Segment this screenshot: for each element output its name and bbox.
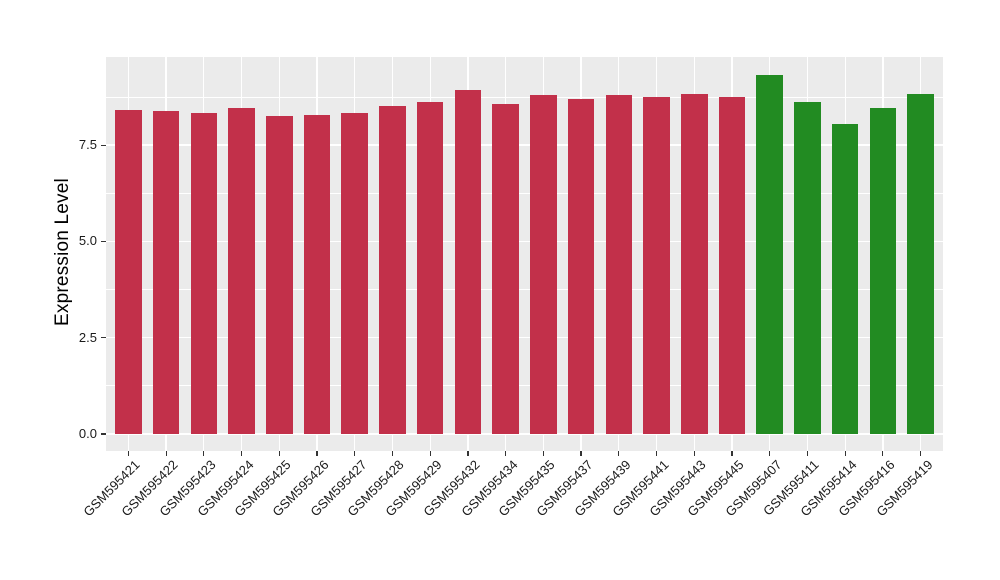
x-axis-tick (844, 451, 846, 456)
x-axis-tick (505, 451, 507, 456)
y-axis-tick (101, 144, 106, 146)
bar-GSM595421 (115, 110, 142, 434)
x-axis-tick (165, 451, 167, 456)
x-axis-tick (920, 451, 922, 456)
bar-GSM595411 (794, 101, 821, 434)
x-axis-tick (467, 451, 469, 456)
bar-GSM595416 (869, 107, 897, 434)
bar-GSM595422 (152, 111, 180, 434)
bar-GSM595427 (341, 112, 368, 434)
x-axis-tick (354, 451, 356, 456)
y-axis-tick (101, 240, 106, 242)
x-axis-tick (316, 451, 318, 456)
x-axis-tick (542, 451, 544, 456)
major-gridline (106, 337, 943, 339)
bar-GSM595443 (681, 93, 708, 434)
x-axis-tick (618, 451, 620, 456)
y-tick-label: 0.0 (78, 426, 97, 441)
x-axis-tick (240, 451, 243, 456)
x-axis-tick (278, 451, 280, 456)
minor-gridline (106, 289, 943, 290)
bar-GSM595434 (492, 104, 519, 434)
x-axis-tick (806, 451, 809, 456)
bar-GSM595428 (379, 105, 406, 434)
bar-GSM595407 (756, 74, 783, 434)
x-axis-tick (391, 451, 394, 456)
major-gridline (106, 433, 943, 435)
bar-GSM595441 (643, 96, 670, 434)
y-axis-tick (101, 433, 106, 435)
bar-GSM595426 (303, 114, 331, 434)
bar-GSM595419 (907, 94, 934, 434)
bar-GSM595432 (454, 90, 482, 434)
minor-gridline (106, 192, 943, 194)
x-axis-tick (580, 451, 582, 456)
major-gridline (106, 144, 943, 146)
bar-GSM595424 (228, 108, 255, 434)
bar-GSM595429 (416, 101, 444, 434)
bar-GSM595435 (530, 94, 557, 434)
x-axis-tick (429, 451, 431, 456)
bar-GSM595437 (567, 98, 595, 434)
bar-GSM595425 (266, 115, 293, 434)
y-axis-tick (101, 337, 106, 339)
x-axis-tick (127, 451, 129, 456)
bar-GSM595423 (190, 113, 218, 434)
bar-GSM595439 (605, 95, 633, 434)
x-axis-tick (693, 451, 695, 456)
major-gridline (106, 240, 943, 243)
y-tick-label: 2.5 (78, 329, 97, 345)
bar-GSM595445 (718, 96, 746, 434)
x-axis-tick (655, 451, 658, 456)
x-axis-tick (882, 451, 884, 456)
x-axis-tick (769, 451, 771, 456)
x-axis-tick (731, 451, 733, 456)
minor-gridline (106, 385, 943, 387)
minor-gridline (106, 96, 943, 98)
y-tick-label: 5.0 (78, 233, 97, 249)
plot-panel (106, 57, 943, 451)
bar-GSM595414 (831, 123, 859, 434)
y-axis-title: Expression Level (52, 178, 73, 326)
y-tick-label: 7.5 (78, 137, 97, 153)
x-axis-tick (203, 451, 205, 456)
